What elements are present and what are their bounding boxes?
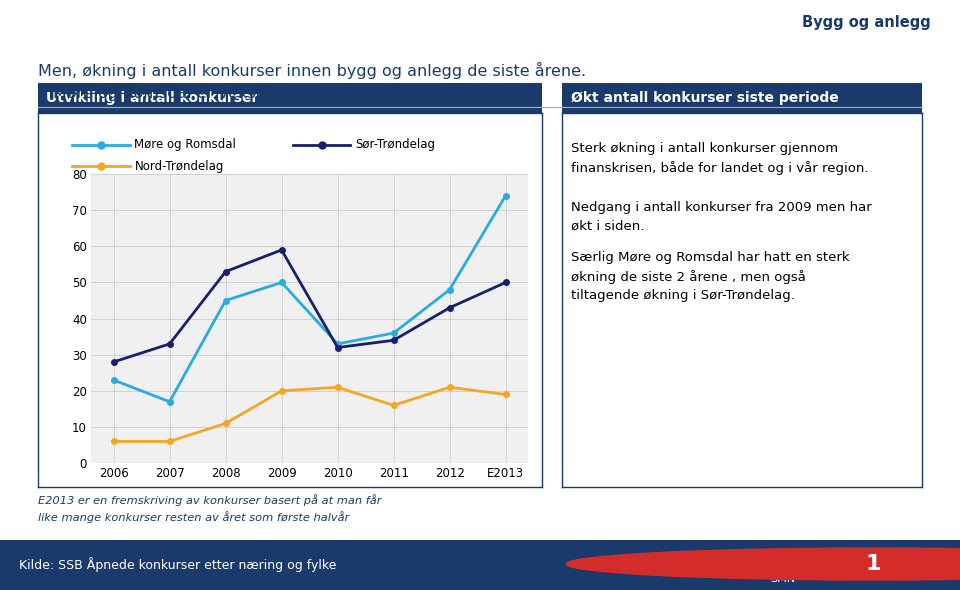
- Text: Bygg og anlegg: Bygg og anlegg: [803, 15, 931, 30]
- Text: Utvikling i antall konkurser: Utvikling i antall konkurser: [46, 91, 258, 105]
- Circle shape: [566, 548, 960, 580]
- Text: Møre og Romsdal: Møre og Romsdal: [134, 138, 236, 151]
- Text: Særlig Møre og Romsdal har hatt en sterk
økning de siste 2 årene , men også
tilt: Særlig Møre og Romsdal har hatt en sterk…: [571, 251, 850, 302]
- Text: Sør-Trøndelag: Sør-Trøndelag: [355, 138, 435, 151]
- Text: SMN: SMN: [770, 574, 795, 584]
- Text: Nedgang i antall konkurser fra 2009 men har
økt i siden.: Nedgang i antall konkurser fra 2009 men …: [571, 201, 872, 232]
- Text: Kilde: SSB Åpnede konkurser etter næring og fylke: Kilde: SSB Åpnede konkurser etter næring…: [19, 558, 337, 572]
- Text: 1: 1: [866, 554, 881, 574]
- Text: E2013 er en fremskriving av konkurser basert på at man får
like mange konkurser : E2013 er en fremskriving av konkurser ba…: [38, 494, 382, 523]
- Text: I Møre og Romsdal er veksten i antall konkurser sterkest.: I Møre og Romsdal er veksten i antall ko…: [38, 86, 501, 100]
- Text: SpareBank: SpareBank: [739, 550, 840, 568]
- Text: Sterk økning i antall konkurser gjennom
finanskrisen, både for landet og i vår r: Sterk økning i antall konkurser gjennom …: [571, 142, 869, 175]
- Text: Men, økning i antall konkurser innen bygg og anlegg de siste årene.: Men, økning i antall konkurser innen byg…: [38, 62, 587, 79]
- Text: Nord-Trøndelag: Nord-Trøndelag: [134, 160, 224, 173]
- Text: Økt antall konkurser siste periode: Økt antall konkurser siste periode: [570, 91, 838, 105]
